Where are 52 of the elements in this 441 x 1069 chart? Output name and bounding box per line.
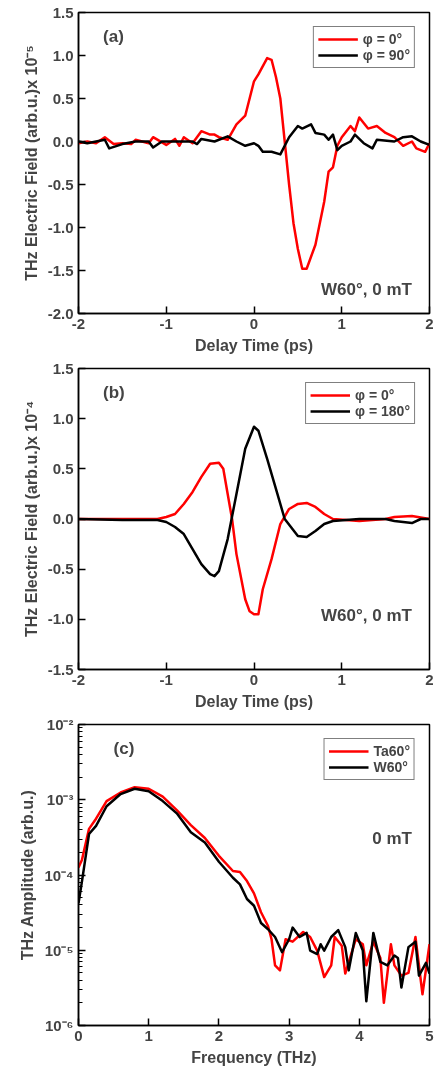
legend-label: φ = 0° <box>362 31 403 47</box>
x-tick-label: 3 <box>284 1026 294 1044</box>
annotation: (a) <box>103 27 124 47</box>
y-tick-label: 1.0 <box>52 46 74 64</box>
x-tick-label: 2 <box>425 670 434 688</box>
x-axis-title: Delay Time (ps) <box>195 692 313 710</box>
y-tick-label: 10⁻³ <box>46 791 74 809</box>
x-axis-title: Frequency (THz) <box>191 1048 317 1066</box>
x-tick-label: -1 <box>159 314 173 332</box>
y-tick-label: 0.5 <box>52 89 74 107</box>
y-axis-title: THz Electric Field (arb.u.)x 10⁻⁵ <box>22 45 40 281</box>
y-tick-label: 10⁻⁴ <box>44 866 74 884</box>
legend-label: W60° <box>373 759 408 775</box>
y-tick-label: -1.0 <box>47 610 74 628</box>
y-tick-label: 10⁻² <box>46 716 74 733</box>
y-tick-label: -0.5 <box>47 175 74 193</box>
legend-label: Ta60° <box>373 743 410 759</box>
x-tick-label: 2 <box>425 314 434 332</box>
x-tick-label: 5 <box>425 1026 434 1044</box>
x-tick-label: 4 <box>355 1026 365 1044</box>
legend-label: φ = 180° <box>355 403 410 419</box>
y-tick-label: 1.0 <box>52 409 74 427</box>
y-tick-label: 1.5 <box>52 359 74 377</box>
x-tick-label: 1 <box>144 1026 153 1044</box>
x-tick-label: 1 <box>337 314 346 332</box>
x-tick-label: 0 <box>74 1026 83 1044</box>
y-tick-label: -2.0 <box>47 304 74 322</box>
annotation: W60°, 0 mT <box>321 605 413 625</box>
y-tick-label: -1.0 <box>47 218 74 236</box>
y-tick-label: -1.5 <box>47 261 74 279</box>
y-tick-label: -0.5 <box>47 560 74 578</box>
annotation: W60°, 0 mT <box>321 279 413 299</box>
annotation: 0 mT <box>372 829 413 849</box>
legend-label: φ = 90° <box>362 47 410 63</box>
x-tick-label: 0 <box>249 670 259 688</box>
x-tick-label: 1 <box>337 670 346 688</box>
y-axis-title: THz Amplitude (arb.u.) <box>19 790 37 961</box>
y-tick-label: -1.5 <box>47 660 74 678</box>
x-tick-label: 0 <box>249 314 259 332</box>
legend-label: φ = 0° <box>355 387 395 403</box>
y-tick-label: 10⁻⁶ <box>44 1017 74 1034</box>
x-tick-label: -1 <box>159 670 173 688</box>
y-tick-label: 10⁻⁵ <box>44 941 74 959</box>
annotation: (c) <box>113 739 135 759</box>
y-axis-title: THz Electric Field (arb.u.)x 10⁻⁴ <box>22 400 40 638</box>
x-axis-title: Delay Time (ps) <box>195 336 313 354</box>
annotation: (b) <box>103 383 125 403</box>
y-tick-label: 0.0 <box>52 510 74 527</box>
y-tick-label: 0.0 <box>52 132 74 150</box>
y-tick-label: 0.5 <box>52 459 74 477</box>
y-tick-label: 1.5 <box>52 3 74 21</box>
x-tick-label: 2 <box>214 1026 224 1044</box>
